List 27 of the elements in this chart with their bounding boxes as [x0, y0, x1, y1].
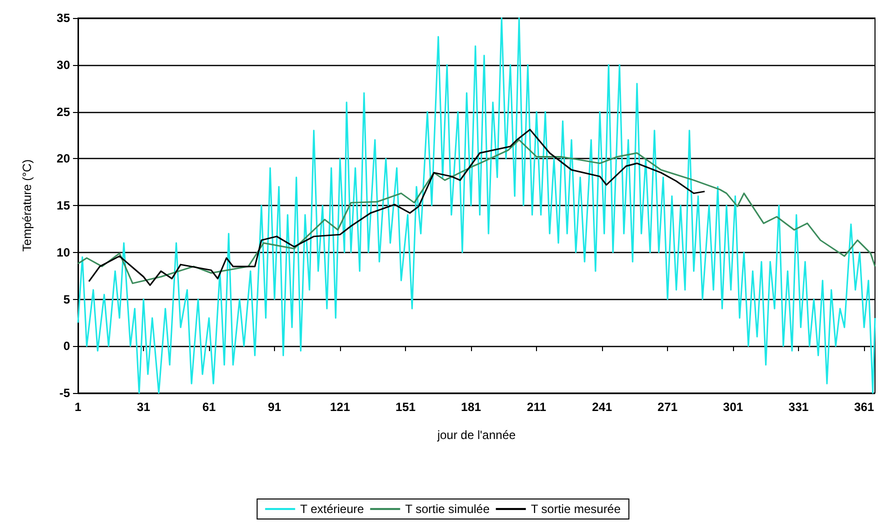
y-tick-label: 0 — [63, 339, 70, 354]
legend-label: T extérieure — [300, 502, 364, 516]
x-tick-label: 31 — [136, 400, 150, 414]
x-tick-label: 121 — [330, 400, 350, 414]
y-tick-label: 25 — [56, 104, 70, 119]
y-tick-label: 30 — [56, 58, 70, 72]
x-tick-label: 91 — [268, 400, 282, 414]
x-tick-label: 271 — [658, 400, 678, 414]
legend-label: T sortie mesurée — [530, 502, 621, 516]
x-tick-label: 301 — [723, 400, 744, 414]
x-tick-label: 1 — [74, 400, 82, 414]
x-tick-label: 361 — [854, 400, 874, 414]
y-tick-label: -5 — [59, 386, 70, 400]
y-tick-label: 15 — [56, 198, 70, 212]
x-tick-label: 241 — [592, 400, 612, 414]
y-tick-label: 20 — [56, 152, 70, 166]
x-axis-title: jour de l'année — [436, 428, 516, 442]
legend-label: T sortie simulée — [405, 502, 490, 516]
y-tick-label: 10 — [56, 245, 70, 260]
x-tick-label: 181 — [461, 400, 482, 414]
y-tick-label: 5 — [63, 292, 70, 306]
x-tick-label: 331 — [788, 400, 809, 414]
y-axis-title: Température (°C) — [20, 159, 34, 252]
x-tick-label: 151 — [396, 400, 416, 414]
x-tick-label: 61 — [202, 400, 216, 414]
y-tick-label: 35 — [56, 11, 70, 25]
x-tick-label: 211 — [526, 400, 547, 414]
